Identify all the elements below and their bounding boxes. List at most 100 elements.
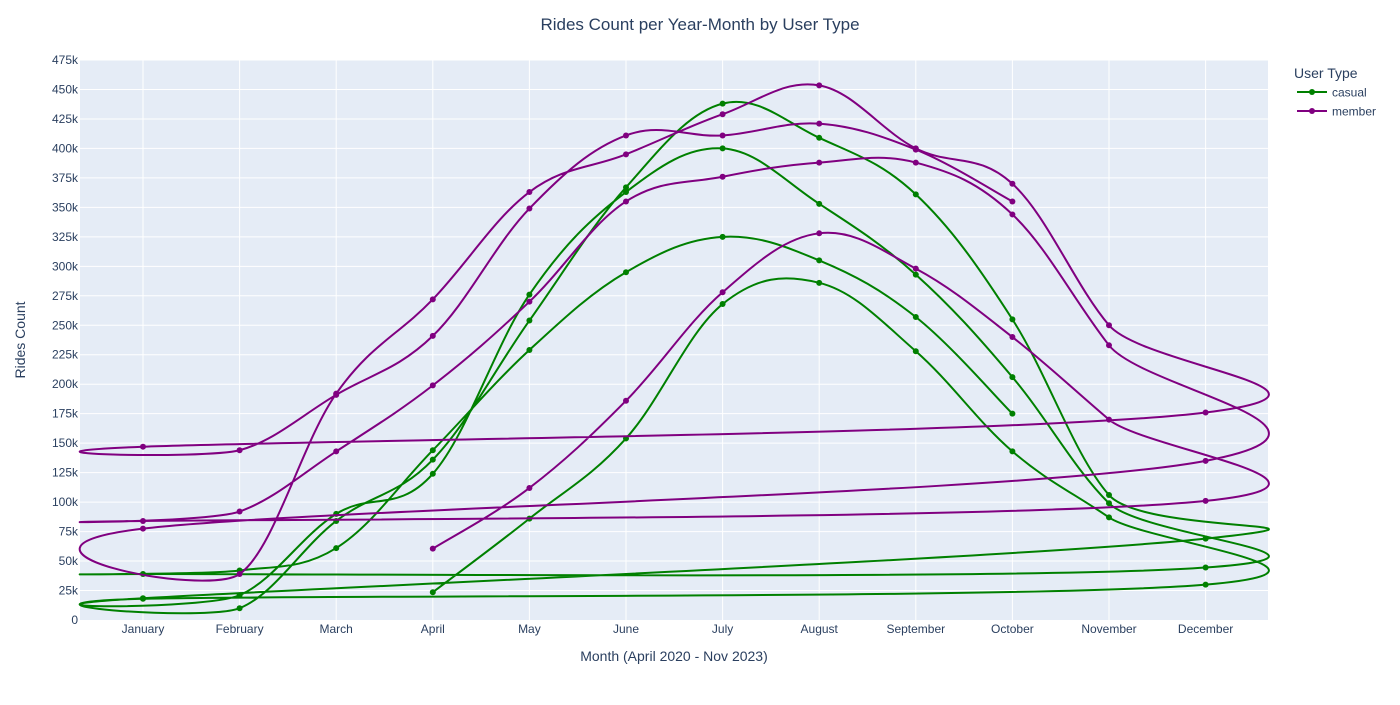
data-point-member[interactable] bbox=[816, 82, 823, 89]
y-tick-label: 0 bbox=[71, 613, 78, 627]
data-point-casual[interactable] bbox=[912, 191, 919, 198]
data-point-member[interactable] bbox=[912, 146, 919, 153]
data-point-casual[interactable] bbox=[816, 134, 823, 141]
data-point-member[interactable] bbox=[429, 382, 436, 389]
data-point-member[interactable] bbox=[236, 447, 243, 454]
data-point-casual[interactable] bbox=[429, 447, 436, 454]
data-point-member[interactable] bbox=[719, 173, 726, 180]
data-point-member[interactable] bbox=[816, 230, 823, 237]
data-point-member[interactable] bbox=[816, 120, 823, 127]
data-point-member[interactable] bbox=[236, 571, 243, 578]
data-point-member[interactable] bbox=[623, 151, 629, 158]
data-point-casual[interactable] bbox=[816, 257, 823, 264]
data-point-member[interactable] bbox=[526, 298, 533, 305]
data-point-casual[interactable] bbox=[1106, 514, 1112, 521]
data-point-casual[interactable] bbox=[1009, 410, 1016, 417]
data-point-casual[interactable] bbox=[1202, 581, 1209, 588]
data-point-member[interactable] bbox=[429, 296, 436, 303]
x-tick-label: January bbox=[122, 622, 165, 636]
data-point-member[interactable] bbox=[1202, 497, 1209, 504]
data-point-casual[interactable] bbox=[912, 271, 919, 278]
y-tick-label: 25k bbox=[59, 584, 79, 598]
data-point-casual[interactable] bbox=[912, 348, 919, 355]
data-point-member[interactable] bbox=[1009, 334, 1016, 341]
data-point-casual[interactable] bbox=[236, 592, 243, 599]
data-point-casual[interactable] bbox=[1009, 374, 1016, 381]
data-point-member[interactable] bbox=[1202, 457, 1209, 464]
data-point-casual[interactable] bbox=[429, 470, 436, 477]
data-point-casual[interactable] bbox=[623, 189, 629, 196]
data-point-member[interactable] bbox=[623, 397, 629, 404]
data-point-casual[interactable] bbox=[623, 269, 629, 276]
data-point-member[interactable] bbox=[1009, 180, 1016, 187]
data-point-casual[interactable] bbox=[1009, 448, 1016, 455]
data-point-casual[interactable] bbox=[429, 456, 436, 463]
data-point-casual[interactable] bbox=[1106, 500, 1112, 507]
data-point-member[interactable] bbox=[526, 484, 533, 491]
data-point-casual[interactable] bbox=[526, 291, 533, 298]
data-point-casual[interactable] bbox=[429, 589, 436, 596]
data-point-member[interactable] bbox=[1106, 416, 1112, 423]
series-layer bbox=[78, 82, 1270, 615]
legend: User Type casual member bbox=[1294, 65, 1376, 119]
legend-item-member[interactable]: member bbox=[1297, 105, 1376, 119]
data-point-member[interactable] bbox=[623, 132, 629, 139]
x-tick-label: October bbox=[991, 622, 1034, 636]
data-point-member[interactable] bbox=[140, 525, 146, 532]
y-axis-title: Rides Count bbox=[12, 301, 28, 378]
chart-title: Rides Count per Year-Month by User Type bbox=[540, 15, 859, 34]
data-point-casual[interactable] bbox=[719, 145, 726, 152]
data-point-casual[interactable] bbox=[1106, 492, 1112, 499]
data-point-casual[interactable] bbox=[719, 100, 726, 107]
data-point-member[interactable] bbox=[1106, 342, 1112, 349]
legend-title: User Type bbox=[1294, 65, 1358, 81]
data-point-casual[interactable] bbox=[140, 595, 146, 602]
data-point-member[interactable] bbox=[1106, 322, 1112, 329]
data-point-member[interactable] bbox=[429, 545, 436, 552]
x-tick-label: August bbox=[801, 622, 839, 636]
data-point-member[interactable] bbox=[140, 443, 146, 450]
data-point-casual[interactable] bbox=[1009, 316, 1016, 323]
x-tick-label: April bbox=[421, 622, 445, 636]
data-point-member[interactable] bbox=[912, 159, 919, 166]
y-tick-label: 300k bbox=[52, 259, 79, 273]
data-point-casual[interactable] bbox=[1202, 535, 1209, 542]
y-tick-label: 375k bbox=[52, 171, 79, 185]
data-point-casual[interactable] bbox=[623, 184, 629, 191]
data-point-member[interactable] bbox=[719, 132, 726, 139]
data-point-casual[interactable] bbox=[333, 545, 340, 552]
y-tick-label: 250k bbox=[52, 318, 79, 332]
y-tick-label: 325k bbox=[52, 230, 79, 244]
data-point-casual[interactable] bbox=[719, 233, 726, 240]
data-point-member[interactable] bbox=[719, 111, 726, 118]
data-point-casual[interactable] bbox=[526, 347, 533, 354]
data-point-member[interactable] bbox=[1009, 211, 1016, 218]
data-point-member[interactable] bbox=[429, 332, 436, 339]
data-point-member[interactable] bbox=[1009, 198, 1016, 205]
y-tick-label: 150k bbox=[52, 436, 79, 450]
data-point-casual[interactable] bbox=[719, 301, 726, 308]
legend-item-casual[interactable]: casual bbox=[1297, 86, 1367, 100]
data-point-member[interactable] bbox=[816, 159, 823, 166]
data-point-member[interactable] bbox=[140, 517, 146, 524]
data-point-casual[interactable] bbox=[526, 317, 533, 324]
data-point-casual[interactable] bbox=[236, 605, 243, 612]
data-point-member[interactable] bbox=[526, 189, 533, 196]
x-tick-label: July bbox=[712, 622, 733, 636]
y-tick-label: 225k bbox=[52, 348, 79, 362]
data-point-member[interactable] bbox=[333, 391, 340, 398]
data-point-member[interactable] bbox=[333, 448, 340, 455]
data-point-casual[interactable] bbox=[816, 279, 823, 286]
data-point-member[interactable] bbox=[719, 289, 726, 296]
series-line-member bbox=[78, 83, 1270, 582]
data-point-casual[interactable] bbox=[816, 200, 823, 207]
data-point-member[interactable] bbox=[912, 265, 919, 272]
data-point-casual[interactable] bbox=[912, 314, 919, 321]
data-point-member[interactable] bbox=[526, 205, 533, 212]
data-point-casual[interactable] bbox=[1202, 564, 1209, 571]
data-point-member[interactable] bbox=[236, 508, 243, 515]
series-casual bbox=[78, 100, 1270, 615]
data-point-member[interactable] bbox=[1202, 409, 1209, 416]
data-point-member[interactable] bbox=[623, 198, 629, 205]
